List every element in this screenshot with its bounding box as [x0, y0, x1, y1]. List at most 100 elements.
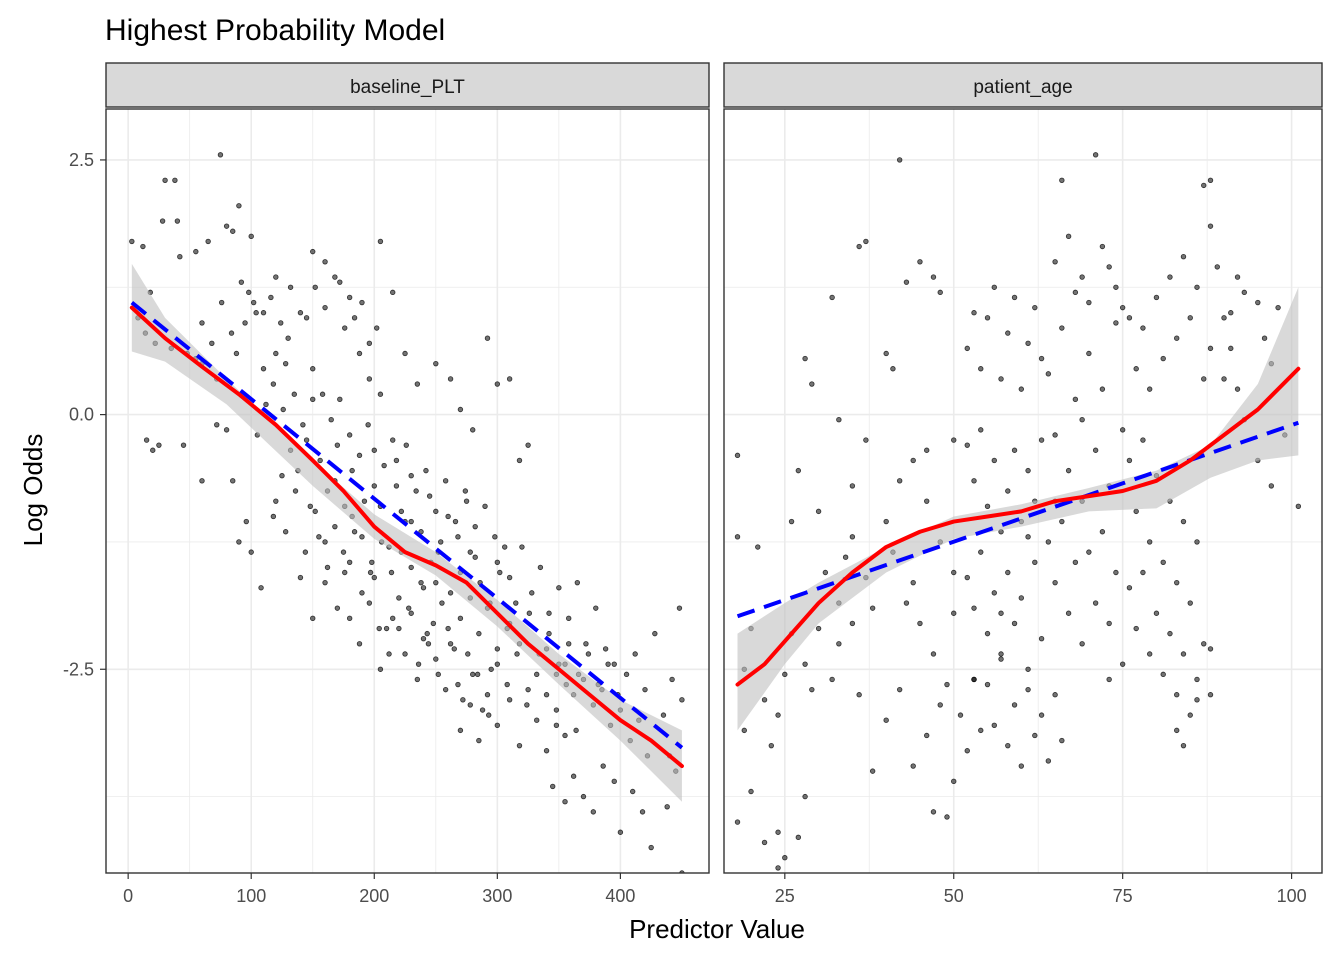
data-point — [506, 574, 513, 581]
data-point — [543, 748, 550, 754]
data-point — [896, 157, 903, 163]
data-point — [273, 274, 279, 280]
data-point — [1201, 376, 1207, 382]
data-point — [1092, 152, 1099, 158]
data-point — [903, 279, 910, 285]
data-point — [238, 279, 245, 285]
data-point — [1045, 758, 1052, 764]
data-point — [1241, 289, 1247, 296]
data-point — [467, 549, 473, 555]
data-point — [768, 742, 774, 749]
data-point — [223, 427, 230, 433]
data-point — [1025, 666, 1031, 672]
facet-strip — [105, 62, 710, 108]
data-point — [1146, 539, 1153, 545]
data-point — [383, 625, 390, 632]
data-point — [991, 457, 997, 464]
data-point — [1295, 503, 1302, 509]
data-point — [506, 697, 513, 703]
data-point — [230, 228, 236, 234]
data-point — [359, 534, 365, 540]
data-point — [390, 437, 396, 443]
data-point — [250, 299, 257, 306]
data-point — [978, 549, 984, 555]
data-point — [310, 366, 316, 372]
data-point — [1153, 610, 1160, 616]
data-point — [1099, 243, 1106, 250]
y-tick-label: 0.0 — [69, 405, 94, 425]
data-point — [439, 600, 445, 606]
data-point — [1167, 630, 1173, 637]
data-point — [307, 503, 313, 509]
data-point — [513, 600, 519, 606]
data-point — [971, 478, 977, 484]
data-point — [562, 732, 568, 739]
data-point — [529, 590, 535, 596]
data-point — [580, 793, 587, 800]
data-point — [322, 259, 328, 265]
data-point — [462, 488, 469, 494]
data-point — [476, 737, 482, 744]
data-point — [367, 569, 374, 576]
data-point — [869, 768, 876, 774]
data-point — [1106, 620, 1112, 627]
data-point — [1045, 371, 1052, 377]
data-point — [924, 498, 930, 504]
data-point — [457, 615, 464, 622]
data-point — [761, 839, 768, 846]
data-point — [802, 793, 808, 800]
data-point — [1126, 585, 1133, 591]
data-point — [292, 488, 299, 494]
data-point — [408, 518, 414, 525]
data-point — [346, 559, 353, 566]
data-point — [447, 590, 454, 596]
data-point — [346, 294, 353, 301]
data-point — [349, 467, 355, 474]
data-point — [849, 534, 856, 540]
data-point — [291, 391, 297, 397]
data-point — [605, 661, 611, 667]
data-point — [788, 518, 795, 525]
data-point — [408, 610, 414, 616]
data-point — [433, 579, 439, 586]
data-point — [465, 651, 471, 657]
data-point — [1059, 518, 1065, 525]
data-point — [1059, 737, 1065, 744]
data-point — [863, 238, 869, 245]
data-point — [396, 625, 402, 632]
data-point — [1059, 177, 1065, 184]
data-point — [502, 544, 508, 550]
data-point — [474, 671, 481, 678]
data-point — [230, 478, 236, 484]
data-point — [632, 651, 638, 657]
plot-area — [734, 152, 1302, 871]
data-point — [1011, 447, 1018, 453]
data-point — [525, 442, 531, 448]
data-point — [129, 238, 135, 245]
data-point — [1032, 559, 1038, 566]
data-point — [890, 366, 896, 372]
data-point — [1207, 646, 1214, 652]
data-point — [467, 702, 473, 708]
data-point — [525, 686, 531, 693]
data-point — [377, 238, 384, 245]
data-point — [1025, 340, 1031, 346]
data-point — [460, 697, 466, 703]
data-point — [822, 569, 829, 576]
data-point — [1126, 457, 1133, 464]
data-point — [937, 289, 943, 296]
data-point — [402, 350, 408, 357]
data-point — [492, 534, 498, 540]
data-point — [1261, 335, 1268, 341]
data-point — [842, 554, 849, 560]
x-tick-label: 400 — [605, 886, 635, 906]
data-point — [371, 483, 377, 489]
data-point — [1119, 661, 1126, 667]
data-point — [1268, 483, 1275, 489]
data-point — [1194, 284, 1200, 290]
data-point — [1072, 289, 1079, 296]
data-point — [1207, 692, 1214, 698]
smooth-fit-line — [735, 366, 1301, 687]
data-point — [1119, 427, 1126, 433]
data-point — [442, 686, 449, 693]
